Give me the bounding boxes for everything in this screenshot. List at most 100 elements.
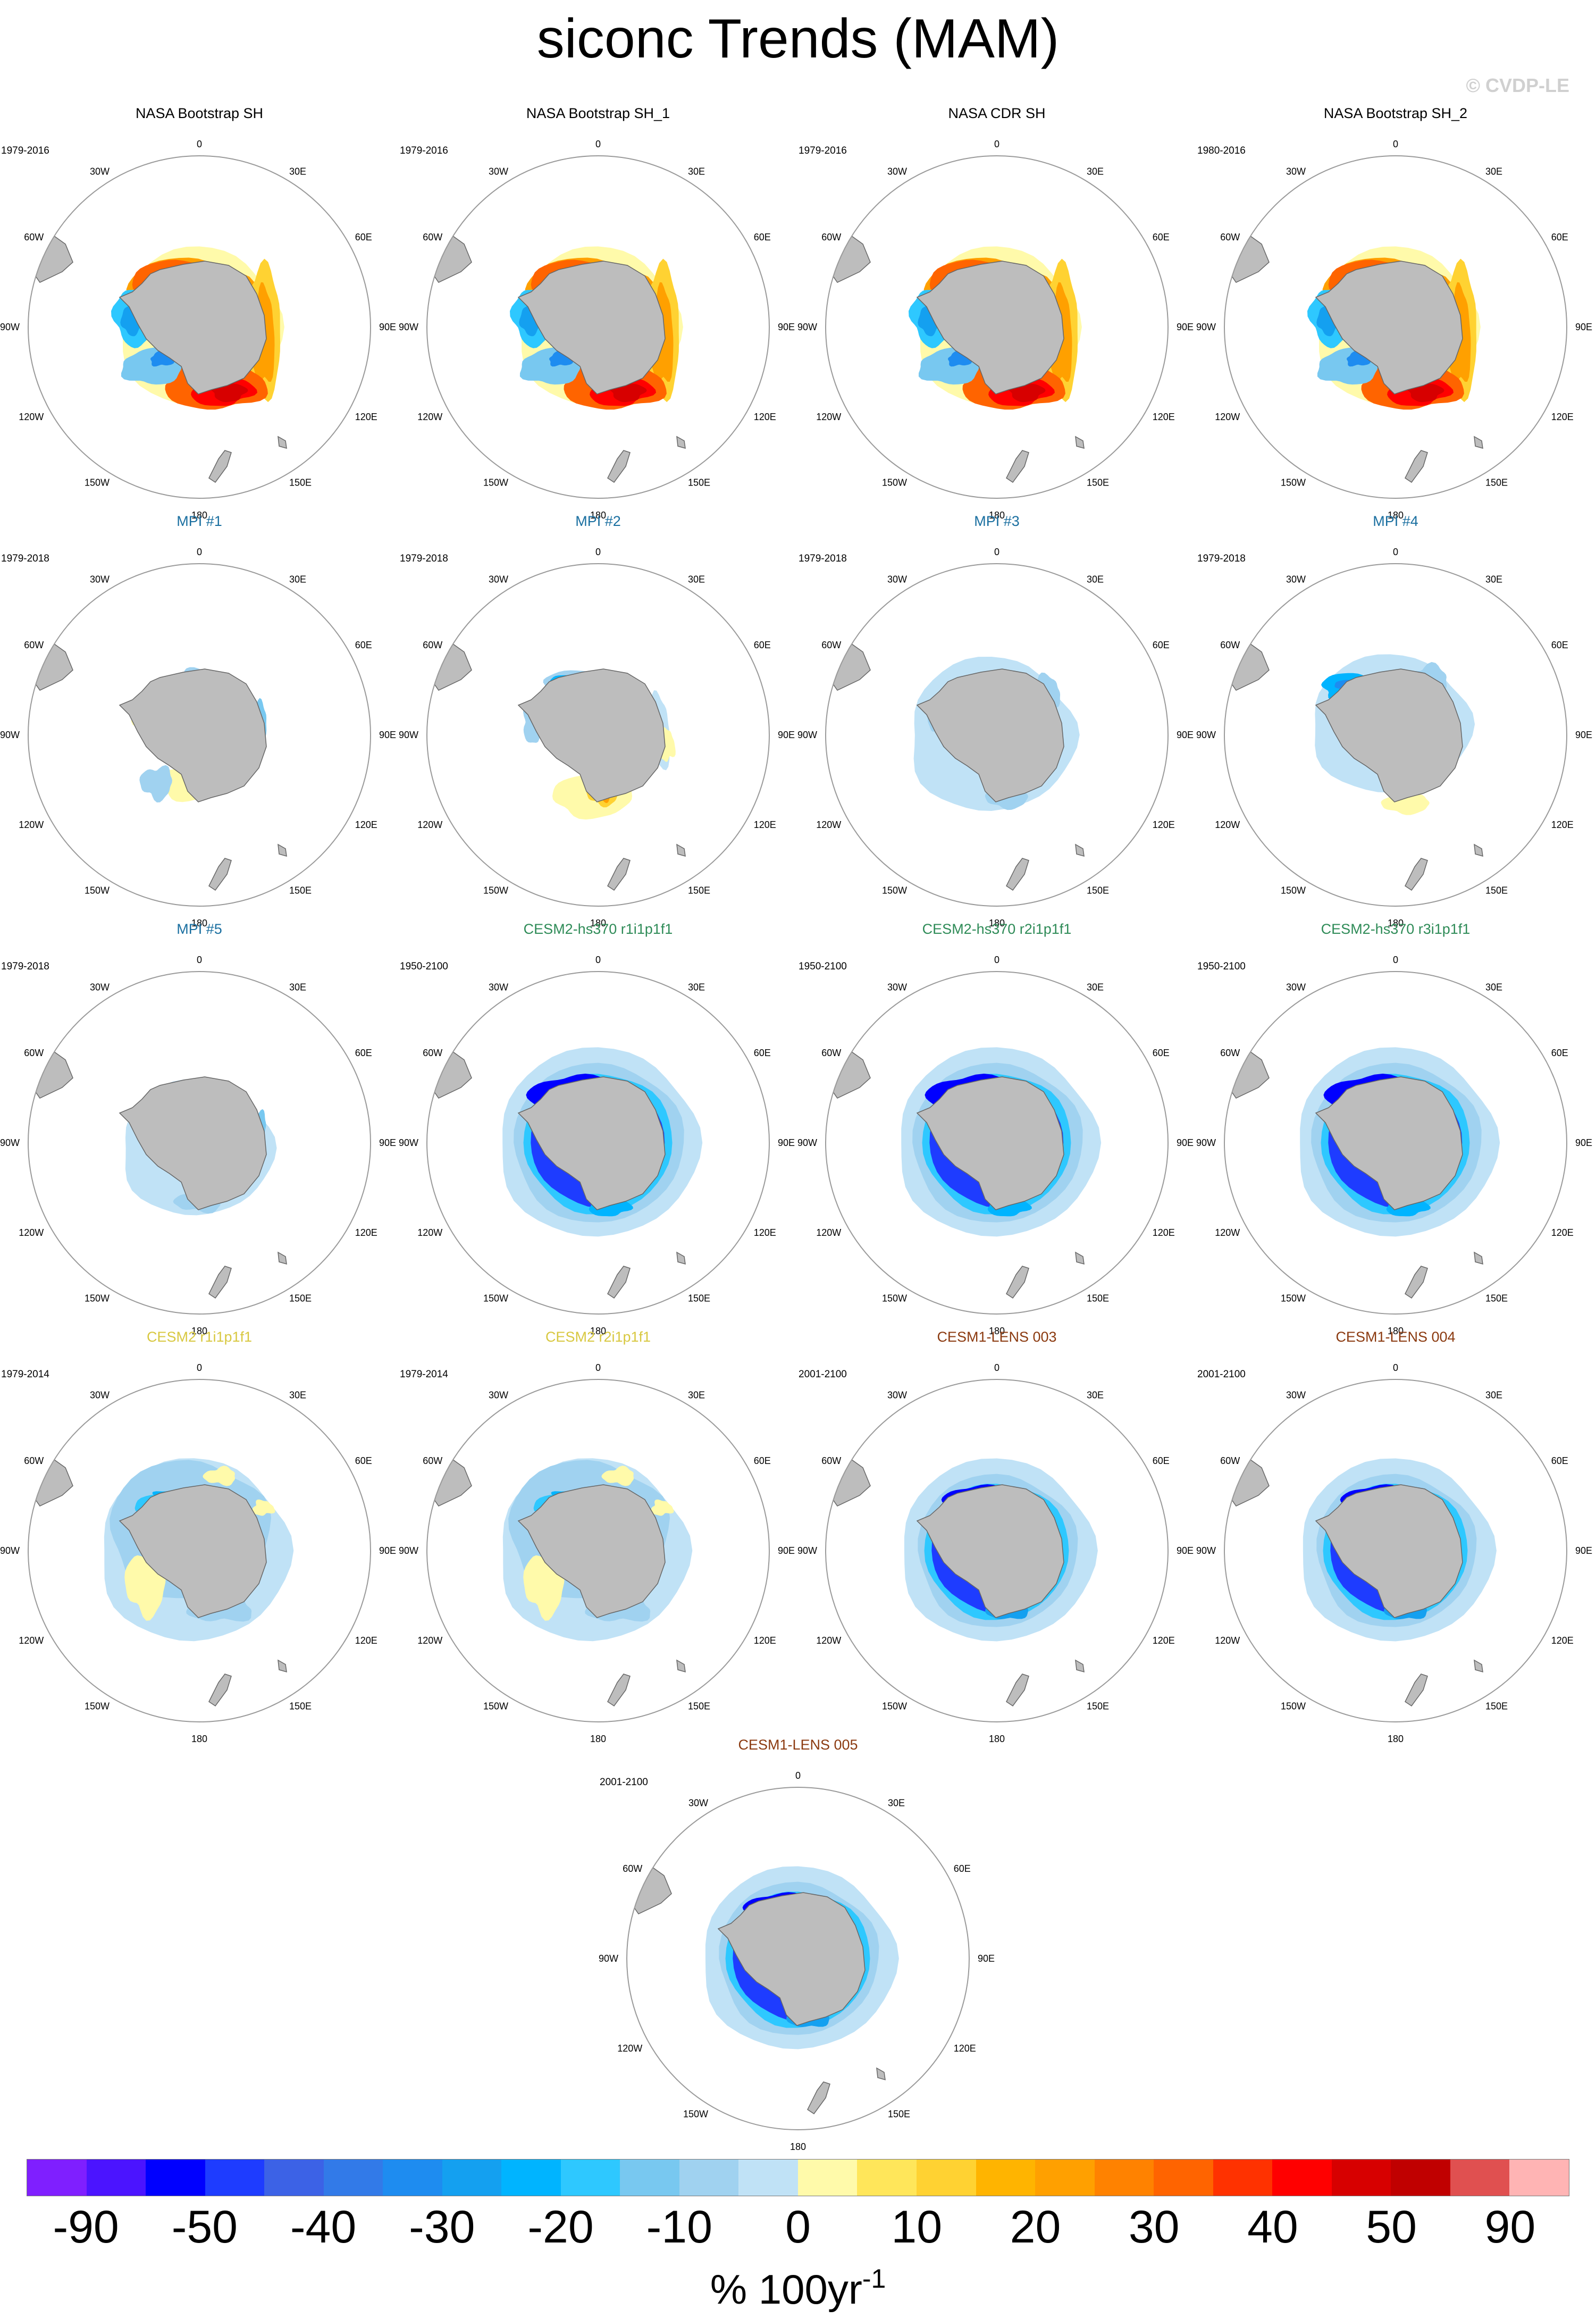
longitude-label: 30E bbox=[888, 1797, 905, 1808]
longitude-label: 30E bbox=[1087, 166, 1104, 177]
longitude-label: 60W bbox=[24, 1455, 44, 1466]
map-content bbox=[826, 1047, 1102, 1299]
longitude-label: 150W bbox=[1281, 1701, 1306, 1712]
colorbar-tick: 0 bbox=[785, 2202, 811, 2253]
map-content bbox=[826, 1457, 1098, 1707]
polar-map: 0 30E 60E 90E 120E 150E 180 150W 120W 90W 60W 30W bbox=[0, 139, 396, 521]
longitude-label: 30E bbox=[688, 982, 705, 992]
map-boundary bbox=[825, 563, 1169, 907]
colorbar-cell bbox=[916, 2160, 976, 2196]
longitude-label: 90E bbox=[778, 322, 795, 332]
map-content bbox=[1224, 1457, 1497, 1707]
map-boundary bbox=[426, 1379, 770, 1722]
colorbar-cell bbox=[620, 2160, 679, 2196]
map-panel: MPI #5 1979-2018 0 30E 60E 90E 120E 150E 180 150W… bbox=[0, 919, 399, 1336]
longitude-label: 120E bbox=[754, 1227, 776, 1238]
colorbar-cell bbox=[383, 2160, 442, 2196]
longitude-label: 60W bbox=[821, 1455, 841, 1466]
longitude-label: 180 bbox=[1388, 918, 1404, 928]
colorbar-cell bbox=[1391, 2160, 1450, 2196]
longitude-label: 60E bbox=[355, 640, 372, 650]
longitude-label: 0 bbox=[595, 139, 601, 149]
longitude-label: 30E bbox=[1485, 166, 1502, 177]
longitude-label: 90W bbox=[399, 1545, 418, 1556]
map-boundary bbox=[28, 155, 371, 499]
colorbar-tick: 90 bbox=[1484, 2202, 1536, 2253]
longitude-label: 150W bbox=[882, 1293, 907, 1304]
panel-title: CESM1-LENS 004 bbox=[1335, 1329, 1456, 1345]
longitude-label: 60E bbox=[754, 1048, 771, 1058]
longitude-label: 150W bbox=[483, 1701, 508, 1712]
trend-shading bbox=[947, 349, 972, 367]
trend-shading bbox=[253, 1499, 275, 1516]
panel-period: 1979-2016 bbox=[799, 145, 847, 156]
polar-map: 0 30E 60E 90E 120E 150E 180 150W 120W 90W 60W 30W bbox=[0, 1362, 396, 1744]
longitude-label: 60W bbox=[1220, 1048, 1240, 1058]
longitude-label: 120W bbox=[816, 412, 841, 422]
map-content bbox=[28, 641, 287, 891]
longitude-label: 90W bbox=[0, 1137, 20, 1148]
longitude-label: 90W bbox=[797, 730, 817, 740]
trend-shading bbox=[651, 1499, 674, 1516]
longitude-label: 0 bbox=[197, 955, 202, 965]
longitude-label: 60W bbox=[24, 1048, 44, 1058]
longitude-label: 30W bbox=[90, 1390, 110, 1400]
longitude-label: 150E bbox=[289, 885, 312, 896]
longitude-label: 30W bbox=[489, 1390, 508, 1400]
longitude-label: 90E bbox=[778, 1137, 795, 1148]
longitude-label: 120E bbox=[1551, 1635, 1574, 1646]
map-boundary bbox=[28, 971, 371, 1315]
longitude-label: 120W bbox=[19, 1227, 44, 1238]
longitude-label: 180 bbox=[191, 510, 207, 521]
longitude-label: 150E bbox=[1485, 1293, 1508, 1304]
map-panel: CESM2 r1i1p1f1 1979-2014 0 30E 60E 90E 120E 150… bbox=[0, 1327, 399, 1744]
map-boundary bbox=[825, 971, 1169, 1315]
longitude-label: 90W bbox=[797, 322, 817, 332]
colorbar-tick: -40 bbox=[290, 2202, 357, 2253]
colorbar-tick-labels: -90 -50 -40 -30 -20 -10 0 10 20 30 40 50 90 bbox=[27, 2200, 1569, 2254]
longitude-label: 180 bbox=[989, 918, 1005, 928]
longitude-label: 150W bbox=[1281, 885, 1306, 896]
longitude-label: 60E bbox=[1153, 232, 1170, 242]
longitude-label: 120W bbox=[1215, 1635, 1240, 1646]
polar-map: 0 30E 60E 90E 120E 150E 180 150W 120W 90W 60W 30W bbox=[1196, 955, 1592, 1336]
panel-title: CESM2-hs370 r1i1p1f1 bbox=[523, 921, 673, 937]
polar-map: 0 30E 60E 90E 120E 150E 180 150W 120W 90W 60W 30W bbox=[0, 547, 396, 928]
panel-period: 1950-2100 bbox=[400, 961, 448, 972]
longitude-label: 0 bbox=[1393, 547, 1398, 557]
longitude-label: 90E bbox=[1575, 1137, 1592, 1148]
longitude-label: 120E bbox=[1551, 412, 1574, 422]
longitude-label: 30W bbox=[90, 166, 110, 177]
longitude-label: 90W bbox=[0, 1545, 20, 1556]
longitude-label: 90W bbox=[797, 1137, 817, 1148]
trend-shading bbox=[601, 1466, 634, 1486]
longitude-label: 90E bbox=[379, 1545, 396, 1556]
map-content bbox=[427, 1457, 693, 1707]
longitude-label: 90W bbox=[797, 1545, 817, 1556]
figure-title: siconc Trends (MAM) bbox=[536, 8, 1060, 70]
longitude-label: 150W bbox=[882, 478, 907, 488]
longitude-label: 0 bbox=[994, 955, 999, 965]
longitude-label: 0 bbox=[795, 1770, 801, 1781]
longitude-label: 30W bbox=[489, 574, 508, 584]
colorbar-tick: -20 bbox=[527, 2202, 594, 2253]
longitude-label: 0 bbox=[197, 1362, 202, 1373]
longitude-label: 60E bbox=[754, 232, 771, 242]
colorbar-tick: 50 bbox=[1366, 2202, 1417, 2253]
map-panel: MPI #2 1979-2018 0 30E 60E 90E 120E 150E 180 150W… bbox=[399, 512, 797, 928]
colorbar-cell bbox=[1272, 2160, 1332, 2196]
longitude-label: 150E bbox=[1087, 885, 1109, 896]
longitude-label: 120W bbox=[19, 412, 44, 422]
longitude-label: 90E bbox=[778, 1545, 795, 1556]
longitude-label: 0 bbox=[994, 139, 999, 149]
panel-title: MPI #4 bbox=[1373, 513, 1418, 529]
longitude-label: 30E bbox=[1087, 574, 1104, 584]
longitude-label: 90W bbox=[0, 322, 20, 332]
polar-map: 0 30E 60E 90E 120E 150E 180 150W 120W 90W 60W 30W bbox=[797, 955, 1194, 1336]
longitude-label: 90E bbox=[978, 1953, 995, 1964]
longitude-label: 150E bbox=[1485, 478, 1508, 488]
colorbar-cell bbox=[264, 2160, 324, 2196]
longitude-label: 90E bbox=[1575, 322, 1592, 332]
longitude-label: 150W bbox=[483, 1293, 508, 1304]
longitude-label: 150E bbox=[1485, 1701, 1508, 1712]
